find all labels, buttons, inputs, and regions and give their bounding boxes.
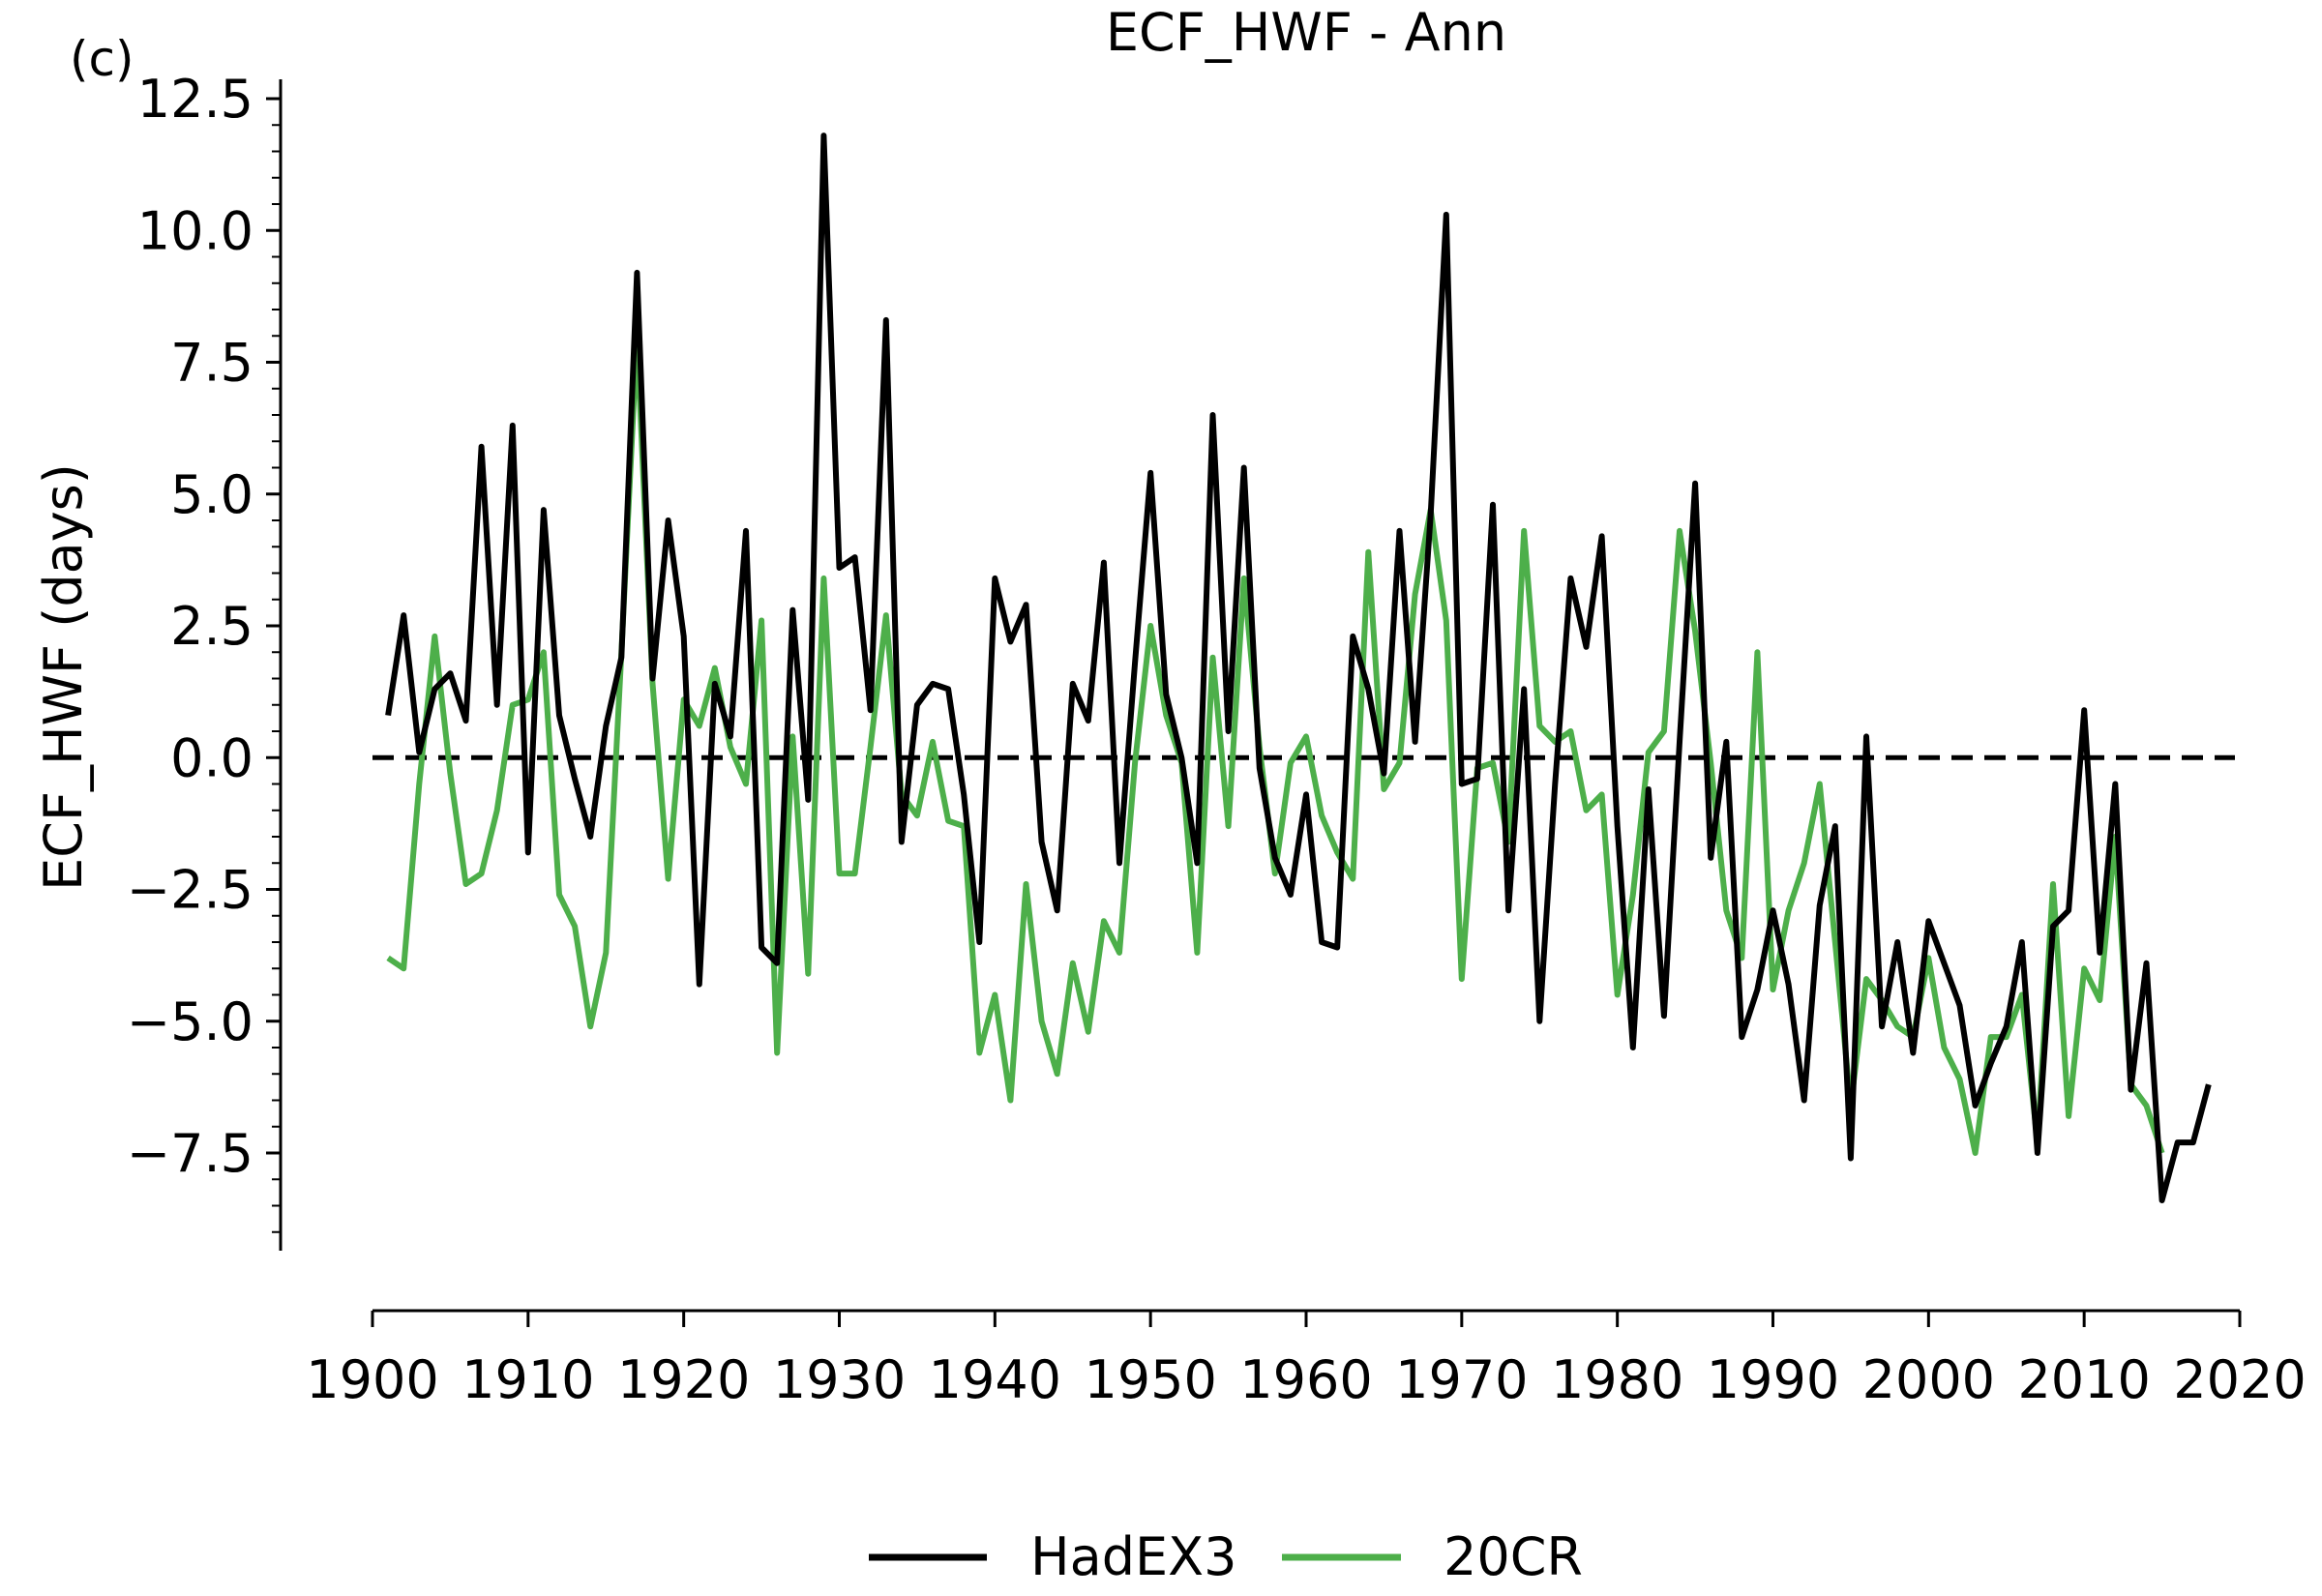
x-ticks: 1900 1910 1920 1930 1940 1950 1960 1970 1980 1990… xyxy=(306,1311,2307,1410)
x-tick-label: 1990 xyxy=(1707,1349,1839,1410)
panel-label: (c) xyxy=(70,31,134,87)
legend-label-hadex3: HadEX3 xyxy=(1030,1526,1236,1587)
x-axis: 1900 1910 1920 1930 1940 1950 1960 1970 1980 1990… xyxy=(306,1309,2307,1410)
y-tick-label: 5.0 xyxy=(170,464,253,525)
x-tick-label: 1960 xyxy=(1239,1349,1372,1410)
x-tick-label: 1980 xyxy=(1551,1349,1683,1410)
x-tick-label: 2010 xyxy=(2017,1349,2150,1410)
series-line-hadex3 xyxy=(385,133,2212,1203)
y-ticks: 12.5 10.0 7.5 5.0 2.5 0.0 −2.5 −5.0 −7.5 xyxy=(127,69,281,1233)
x-tick-label: 1940 xyxy=(929,1349,1061,1410)
y-tick-label: −7.5 xyxy=(127,1123,253,1184)
x-tick-label: 1900 xyxy=(306,1349,438,1410)
x-tick-label: 1910 xyxy=(461,1349,594,1410)
x-tick-label: 1930 xyxy=(773,1349,906,1410)
series-layer xyxy=(385,133,2212,1203)
series-line-20cr xyxy=(386,333,2165,1156)
y-tick-label: 0.0 xyxy=(170,727,253,788)
y-tick-label: 2.5 xyxy=(170,596,253,657)
y-tick-label: 7.5 xyxy=(170,333,253,394)
chart-title: ECF_HWF - Ann xyxy=(1106,2,1506,63)
y-axis-label: ECF_HWF (days) xyxy=(33,463,94,891)
x-tick-label: 1920 xyxy=(617,1349,750,1410)
y-tick-label: 10.0 xyxy=(137,200,253,261)
x-tick-label: 1970 xyxy=(1395,1349,1528,1410)
x-tick-label: 2020 xyxy=(2173,1349,2306,1410)
y-axis: 12.5 10.0 7.5 5.0 2.5 0.0 −2.5 −5.0 −7.5 xyxy=(127,69,283,1251)
y-tick-label: 12.5 xyxy=(137,69,253,130)
x-tick-label: 1950 xyxy=(1084,1349,1216,1410)
legend: HadEX3 20CR xyxy=(869,1526,1583,1587)
y-tick-label: −5.0 xyxy=(127,991,253,1052)
legend-label-20cr: 20CR xyxy=(1444,1526,1583,1587)
x-tick-label: 2000 xyxy=(1862,1349,1995,1410)
y-tick-label: −2.5 xyxy=(127,860,253,921)
